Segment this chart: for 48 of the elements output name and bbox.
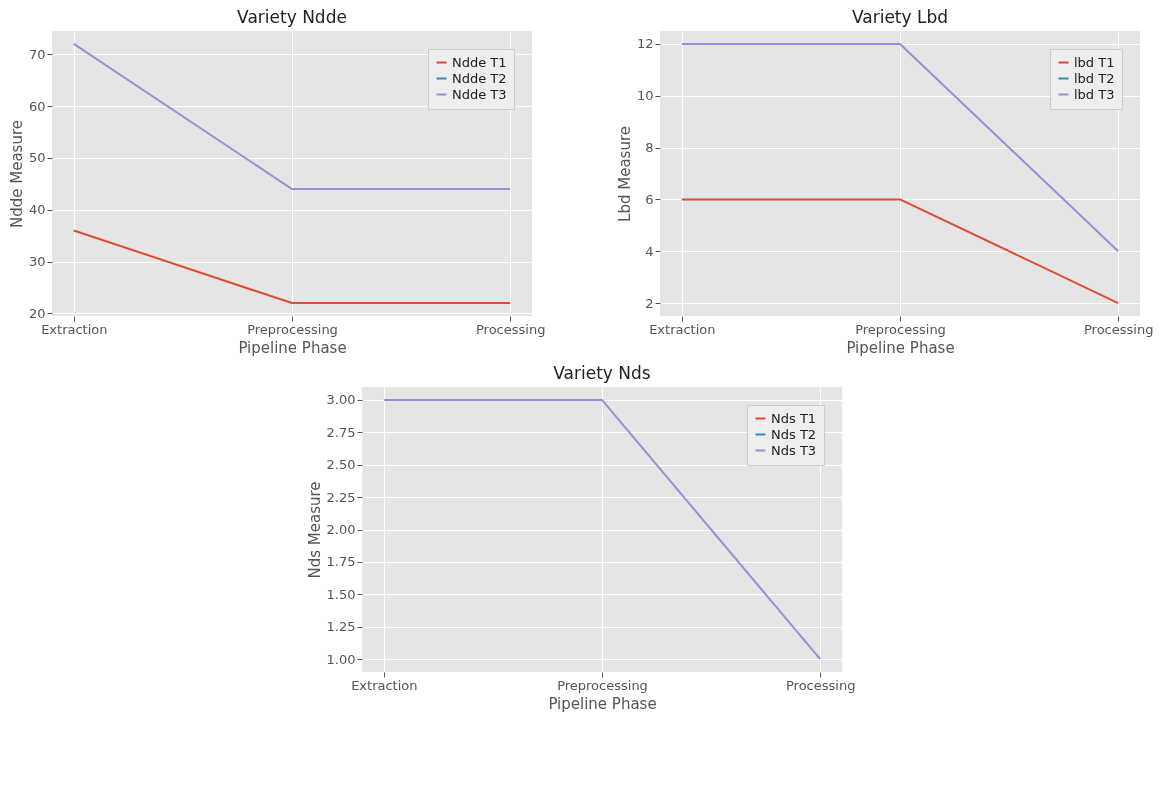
y-tick-label: 12 <box>636 36 654 52</box>
chart-title: Variety Ndde <box>237 7 347 27</box>
x-tick-label: Processing <box>1083 321 1154 337</box>
legend-label: Ndde T3 <box>452 86 507 102</box>
y-axis-title: Nds Measure <box>305 481 324 579</box>
y-tick-label: 1.75 <box>326 554 356 570</box>
y-tick-label: 2 <box>645 295 654 311</box>
y-tick-label: 8 <box>645 140 654 156</box>
y-tick-label: 70 <box>28 46 46 62</box>
y-tick-label: 2.50 <box>326 457 356 473</box>
y-axis-title: Lbd Measure <box>615 126 634 222</box>
y-tick-label: 10 <box>636 88 654 104</box>
legend-label: Nds T2 <box>771 426 817 442</box>
x-tick-label: Preprocessing <box>855 321 946 337</box>
x-axis-title: Pipeline Phase <box>238 338 347 357</box>
x-tick-label: Extraction <box>649 321 716 337</box>
x-tick-label: Preprocessing <box>557 677 648 693</box>
legend-label: lbd T3 <box>1074 86 1115 102</box>
legend-label: lbd T1 <box>1074 54 1115 70</box>
chart-title: Variety Lbd <box>851 7 949 27</box>
y-tick-label: 4 <box>645 243 654 259</box>
x-tick-label: Processing <box>475 321 546 337</box>
x-tick-label: Processing <box>785 677 856 693</box>
legend-label: Nds T1 <box>771 410 817 426</box>
y-tick-label: 2.75 <box>326 424 356 440</box>
y-tick-label: 2.00 <box>326 522 356 537</box>
y-tick-label: 60 <box>28 98 46 114</box>
y-tick-label: 3.00 <box>326 392 356 408</box>
y-tick-label: 20 <box>28 305 46 321</box>
chart-title: Variety Nds <box>553 363 651 383</box>
y-tick-label: 6 <box>645 191 654 207</box>
y-tick-label: 1.50 <box>326 586 356 602</box>
x-axis-title: Pipeline Phase <box>548 694 657 713</box>
y-tick-label: 2.25 <box>326 489 356 505</box>
legend-label: lbd T2 <box>1074 70 1115 86</box>
legend-label: Nds T3 <box>771 442 817 458</box>
x-tick-label: Extraction <box>351 677 418 693</box>
y-tick-label: 1.00 <box>326 651 356 667</box>
y-tick-label: 1.25 <box>326 619 356 635</box>
legend-label: Ndde T2 <box>452 70 507 86</box>
x-tick-label: Preprocessing <box>247 321 338 337</box>
y-axis-title: Ndde Measure <box>7 119 26 229</box>
x-axis-title: Pipeline Phase <box>846 338 955 357</box>
legend-label: Ndde T1 <box>452 54 507 70</box>
x-tick-label: Extraction <box>41 321 108 337</box>
y-tick-label: 40 <box>28 202 46 218</box>
y-tick-label: 50 <box>28 150 46 166</box>
y-tick-label: 30 <box>28 254 46 270</box>
